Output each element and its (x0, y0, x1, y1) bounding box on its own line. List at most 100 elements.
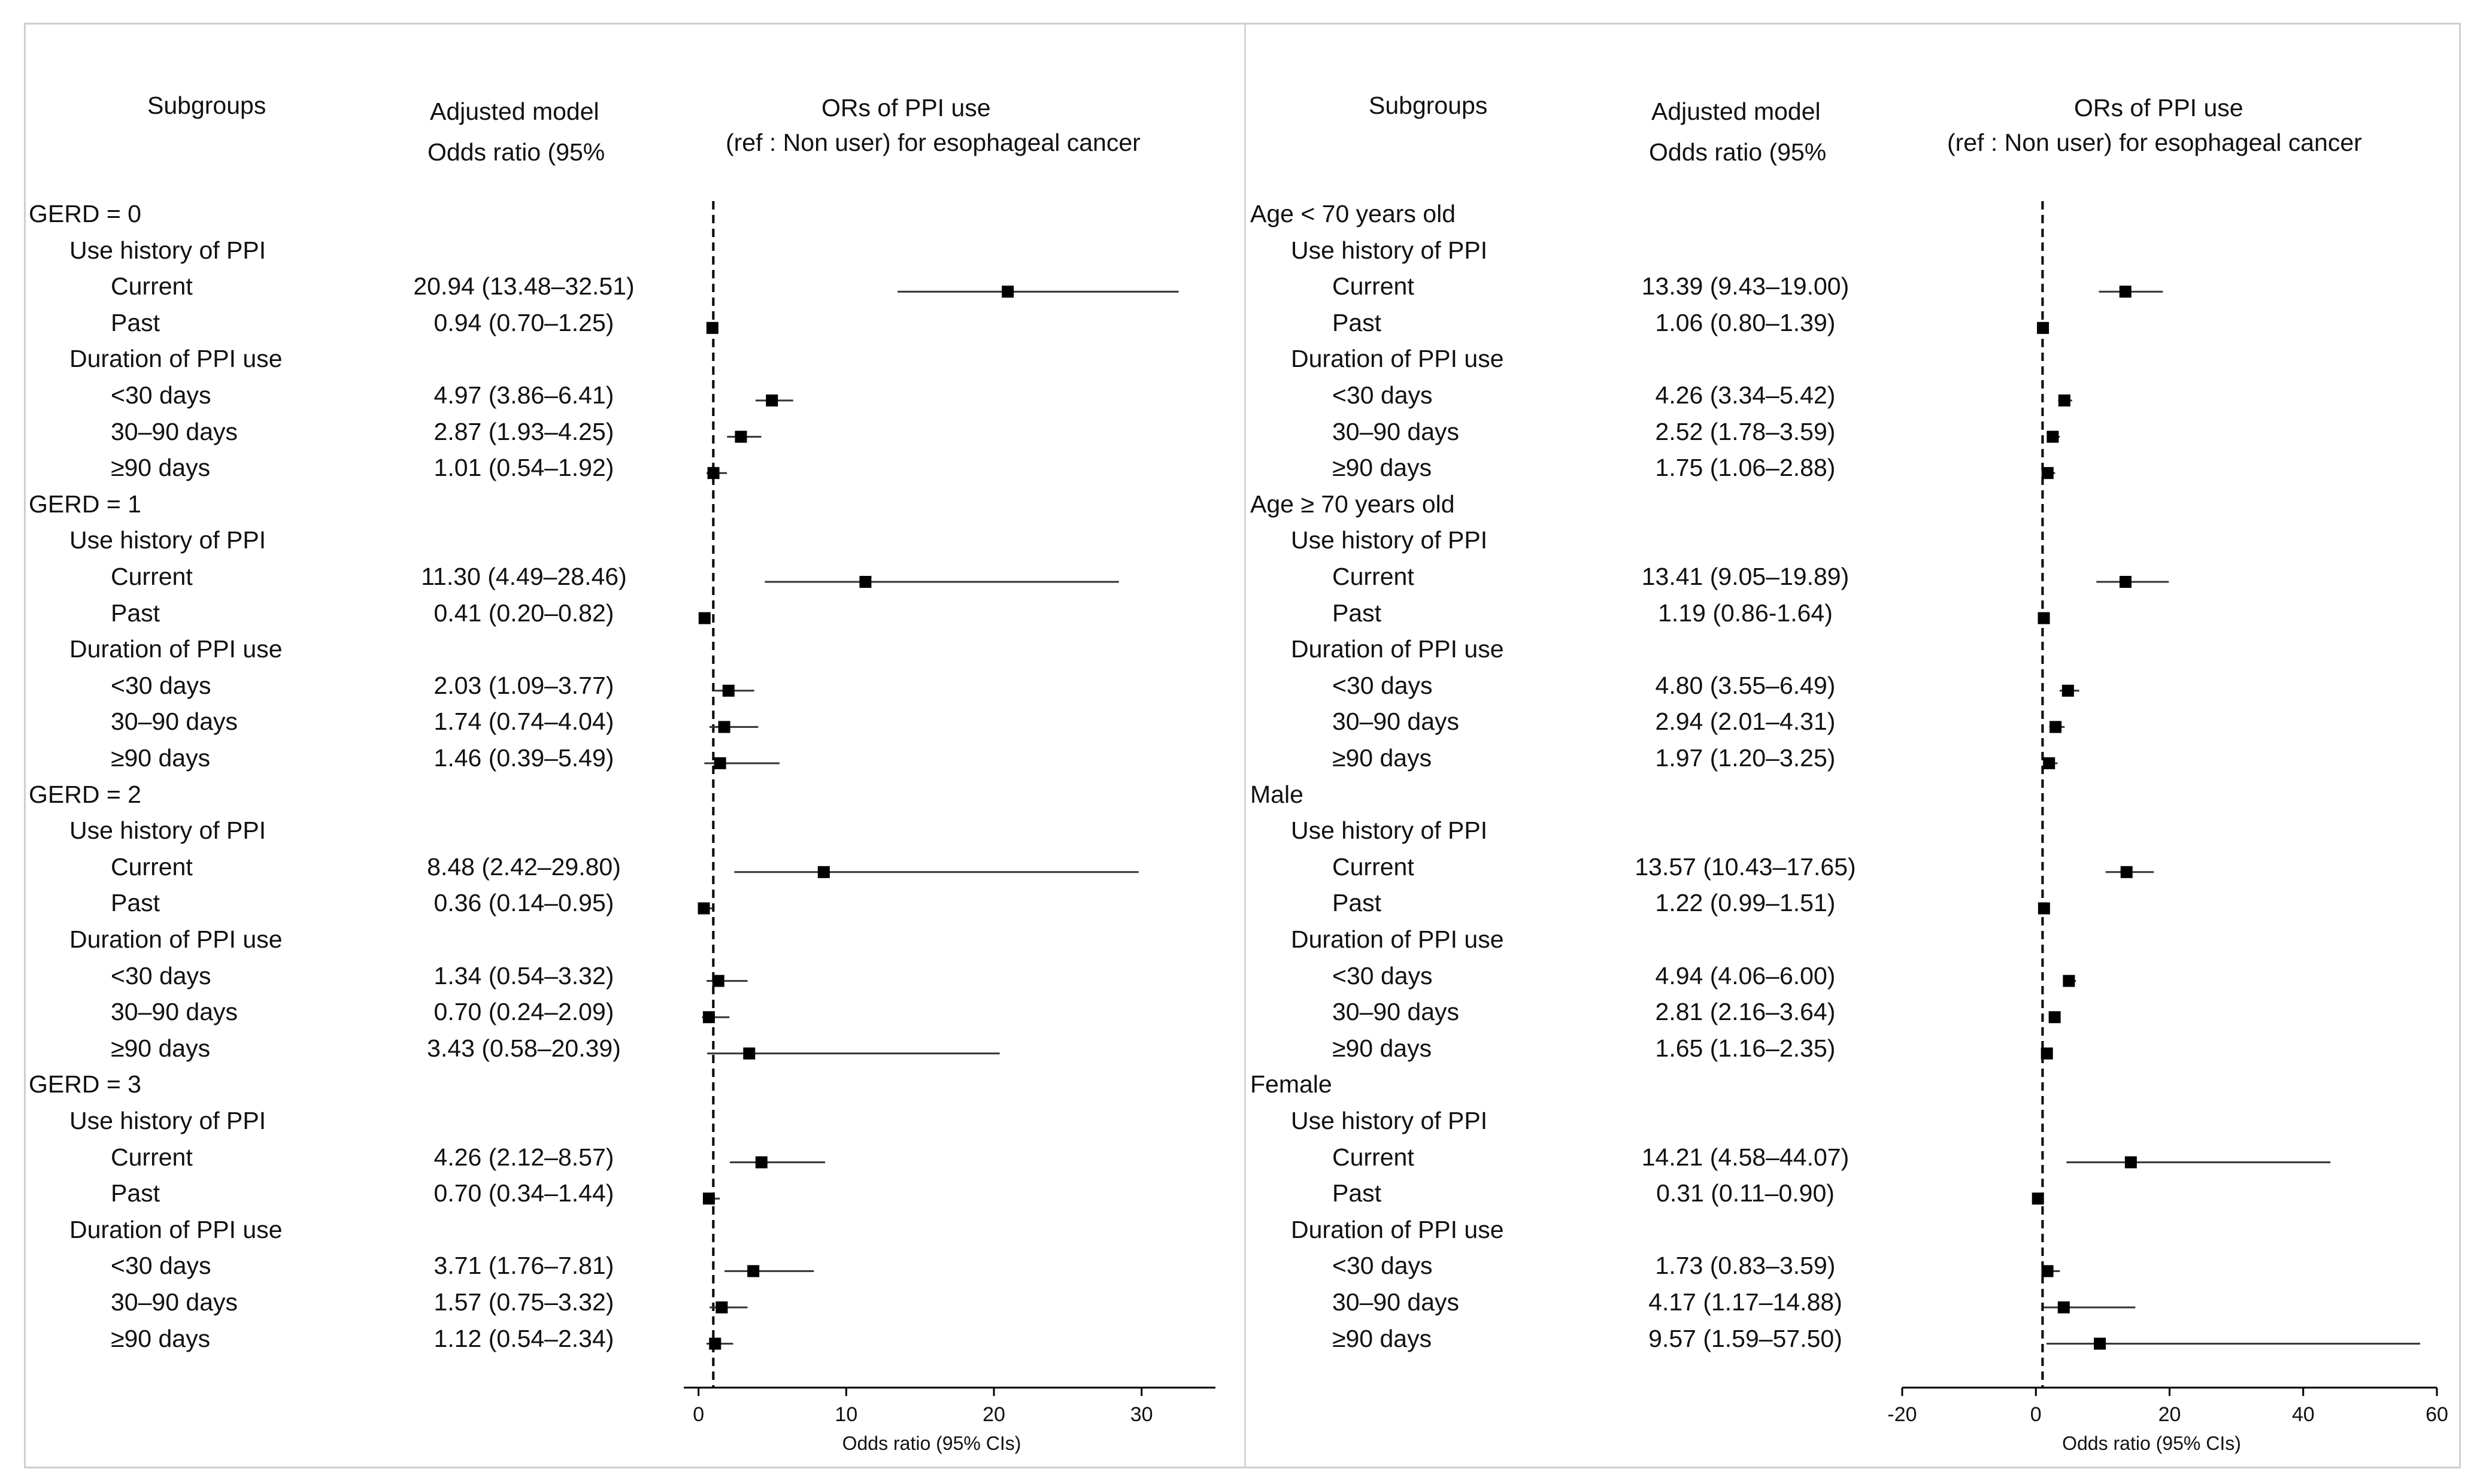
subgroup-heading: GERD = 0 (29, 200, 141, 227)
category-label: Duration of PPI use (1291, 345, 1504, 373)
row-label: 30–90 days (111, 417, 238, 445)
point-estimate (859, 576, 872, 588)
point-estimate (2057, 1301, 2070, 1313)
odds-ratio-value: 2.87 (1.93–4.25) (433, 417, 614, 445)
odds-ratio-value: 0.41 (0.20–0.82) (433, 599, 614, 627)
point-estimate (709, 1337, 721, 1350)
category-label: Duration of PPI use (1291, 635, 1504, 663)
point-estimate (712, 975, 724, 987)
odds-ratio-value: 4.26 (3.34–5.42) (1655, 381, 1836, 409)
odds-ratio-value: 4.97 (3.86–6.41) (433, 381, 614, 409)
x-axis-title: Odds ratio (95% CIs) (842, 1433, 1021, 1454)
point-estimate (2032, 1192, 2044, 1205)
odds-ratio-value: 3.43 (0.58–20.39) (427, 1034, 621, 1062)
odds-ratio-value: 0.36 (0.14–0.95) (433, 889, 614, 917)
row-label: Past (111, 889, 160, 917)
odds-ratio-value: 3.71 (1.76–7.81) (433, 1252, 614, 1280)
point-estimate (2047, 430, 2059, 443)
row-label: Past (1332, 889, 1382, 917)
forest-panel-gerd: Subgroups Adjusted model Odds ratio (95%… (29, 92, 1215, 1454)
subgroups-header: Subgroups (1369, 92, 1488, 119)
odds-ratio-value: 8.48 (2.42–29.80) (427, 852, 621, 881)
x-tick-label: 30 (1130, 1403, 1153, 1426)
category-label: Use history of PPI (69, 817, 266, 845)
point-estimate (698, 612, 711, 624)
point-estimate (2043, 757, 2055, 769)
row-label: 30–90 days (111, 708, 238, 736)
odds-ratio-value: 2.03 (1.09–3.77) (433, 671, 614, 699)
point-estimate (722, 684, 735, 697)
row-label: Past (111, 308, 160, 336)
row-label: ≥90 days (1332, 744, 1432, 772)
point-estimate (2124, 1156, 2137, 1169)
point-estimate (1002, 286, 1014, 298)
row-label: Current (111, 272, 193, 301)
x-tick-label: 0 (2030, 1403, 2042, 1426)
forest-plot-gerd: 0 10 20 30 Odds ratio (95% CIs) (684, 201, 1215, 1454)
model-header-line2: Odds ratio (95% (1649, 138, 1827, 166)
x-tick-label: 40 (2292, 1403, 2315, 1426)
point-estimate (2119, 576, 2132, 588)
figure-frame (24, 23, 2461, 1468)
row-label: ≥90 days (1332, 454, 1432, 482)
point-estimate (706, 321, 718, 334)
subgroup-heading: GERD = 2 (29, 780, 141, 808)
odds-ratio-value: 1.65 (1.16–2.35) (1655, 1034, 1836, 1062)
point-estimate (718, 721, 730, 733)
odds-ratio-value: 4.80 (3.55–6.49) (1655, 671, 1836, 699)
odds-ratio-value: 14.21 (4.58–44.07) (1641, 1143, 1850, 1171)
subgroup-heading: GERD = 1 (29, 490, 141, 518)
row-label: <30 days (111, 1252, 211, 1280)
subgroups-header: Subgroups (147, 92, 266, 119)
row-label: Current (1332, 1143, 1414, 1171)
plot-header-line2: (ref : Non user) for esophageal cancer (726, 129, 1141, 156)
row-label: Past (111, 1179, 160, 1207)
row-label: Past (1332, 599, 1382, 627)
row-label: <30 days (111, 961, 211, 990)
x-axis-title: Odds ratio (95% CIs) (2062, 1433, 2241, 1454)
x-tick-label: -20 (1887, 1403, 1917, 1426)
row-label: Past (1332, 1179, 1382, 1207)
odds-ratio-value: 0.94 (0.70–1.25) (433, 308, 614, 336)
x-tick-label: 10 (835, 1403, 857, 1426)
odds-ratio-value: 0.70 (0.34–1.44) (433, 1179, 614, 1207)
row-label: Past (111, 599, 160, 627)
subgroup-heading: Female (1250, 1070, 1332, 1098)
point-estimate (2048, 1011, 2061, 1024)
row-label: <30 days (1332, 961, 1433, 990)
odds-ratio-value: 1.12 (0.54–2.34) (433, 1324, 614, 1352)
model-header-line1: Adjusted model (430, 98, 599, 125)
point-estimate (2041, 1047, 2053, 1060)
row-label: 30–90 days (111, 998, 238, 1026)
row-label: Current (1332, 272, 1414, 301)
point-estimate (735, 430, 747, 443)
category-label: Use history of PPI (1291, 236, 1488, 264)
odds-ratio-value: 13.39 (9.43–19.00) (1641, 272, 1850, 301)
point-estimate (2041, 467, 2054, 480)
row-label: 30–90 days (111, 1288, 238, 1316)
subgroup-heading: Age < 70 years old (1250, 200, 1456, 227)
plot-header-line1: ORs of PPI use (821, 94, 991, 122)
point-estimate (2049, 721, 2062, 733)
odds-ratio-value: 13.41 (9.05–19.89) (1641, 563, 1850, 590)
point-estimate (2058, 394, 2070, 406)
category-label: Use history of PPI (1291, 817, 1488, 845)
point-estimate (2038, 612, 2050, 624)
point-estimate (2063, 975, 2075, 987)
row-label: ≥90 days (111, 454, 211, 482)
category-label: Use history of PPI (69, 236, 266, 264)
forest-panel-age-sex: Subgroups Adjusted model Odds ratio (95%… (1221, 0, 2461, 1484)
point-estimate (2038, 902, 2050, 915)
odds-ratio-value: 1.06 (0.80–1.39) (1655, 308, 1836, 336)
x-tick-label: 20 (983, 1403, 1005, 1426)
point-estimate (714, 757, 726, 769)
point-estimate (2094, 1337, 2106, 1350)
point-estimate (817, 866, 830, 878)
point-estimate (2120, 866, 2133, 878)
row-label: Current (1332, 563, 1414, 590)
row-label: <30 days (1332, 671, 1433, 699)
odds-ratio-value: 0.70 (0.24–2.09) (433, 998, 614, 1026)
odds-ratio-value: 2.94 (2.01–4.31) (1655, 708, 1836, 736)
row-label: ≥90 days (111, 1034, 211, 1062)
category-label: Duration of PPI use (69, 345, 283, 373)
